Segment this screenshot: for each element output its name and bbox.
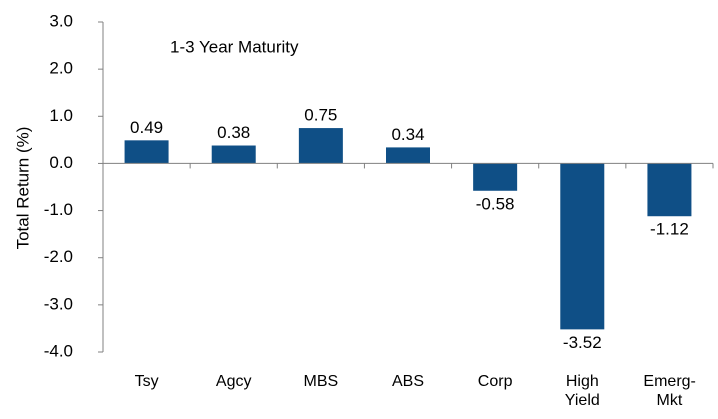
bar xyxy=(560,163,605,330)
y-tick-label: -3.0 xyxy=(44,294,73,313)
y-tick-label: 2.0 xyxy=(49,59,73,78)
x-tick-label: ABS xyxy=(391,373,424,390)
y-tick-label: -4.0 xyxy=(44,341,73,360)
value-label: 0.34 xyxy=(391,125,424,144)
y-tick-label: 1.0 xyxy=(49,106,73,125)
bar xyxy=(124,140,169,164)
value-label: 0.49 xyxy=(130,118,163,137)
y-tick-label: -1.0 xyxy=(44,200,73,219)
annotation: 1-3 Year Maturity xyxy=(170,37,299,56)
y-tick-label: 0.0 xyxy=(49,153,73,172)
bar xyxy=(473,163,518,191)
x-tick-label: High Yield xyxy=(564,373,600,409)
x-tick-label: Emerg-Mkt xyxy=(643,373,696,409)
value-label: 0.38 xyxy=(217,123,250,142)
x-tick-label: Agcy xyxy=(215,373,252,390)
value-label: -1.12 xyxy=(650,220,689,239)
bar xyxy=(298,128,343,164)
x-tick-label: MBS xyxy=(303,373,339,390)
bar xyxy=(647,163,692,217)
bar xyxy=(211,145,256,164)
value-label: 0.75 xyxy=(304,106,337,125)
value-label: -0.58 xyxy=(476,194,515,213)
x-tick-label: Corp xyxy=(477,373,513,390)
bar xyxy=(386,147,430,164)
y-tick-label: -2.0 xyxy=(44,247,73,266)
x-tick-label: Tsy xyxy=(134,373,159,390)
value-label: -3.52 xyxy=(563,333,602,352)
y-tick-label: 3.0 xyxy=(49,11,73,30)
y-axis-title: Total Return (%) xyxy=(13,127,32,250)
